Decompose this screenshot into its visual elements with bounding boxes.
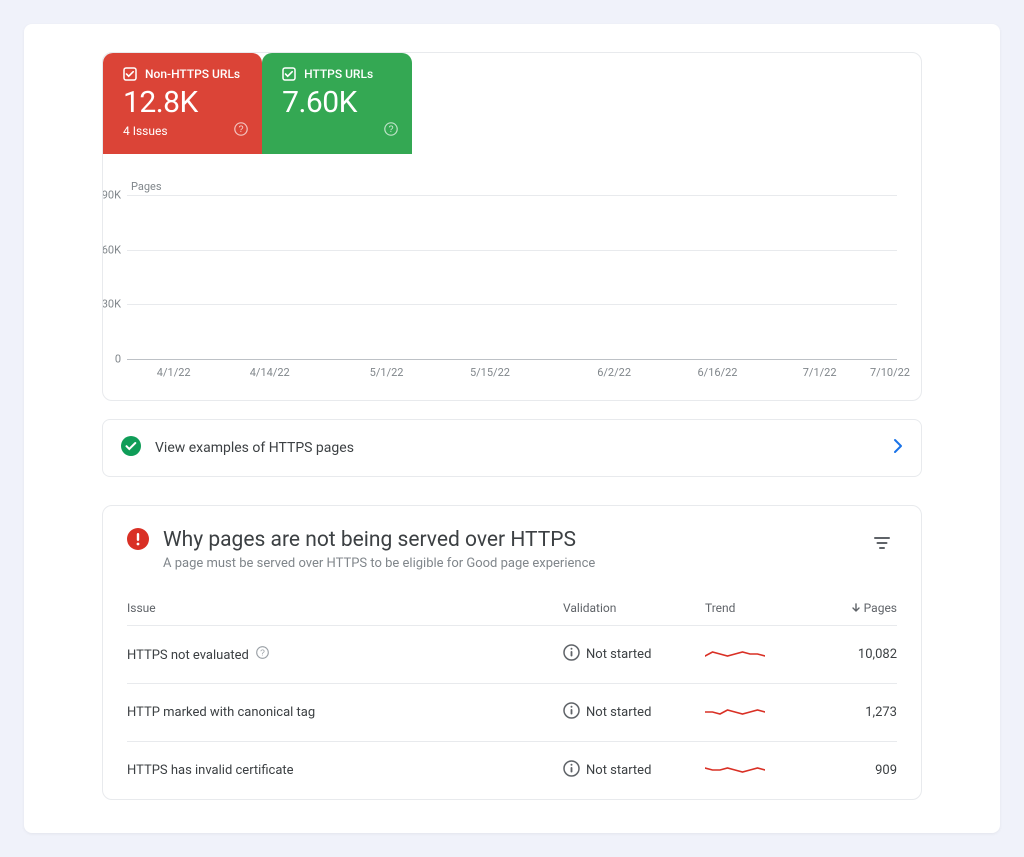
table-header: Issue Validation Trend Pages — [127, 601, 897, 626]
stacked-bar-chart: 90K60K30K0 — [127, 195, 897, 360]
issue-name: HTTPS not evaluated ? — [127, 646, 551, 663]
tab-label: HTTPS URLs — [304, 67, 373, 81]
x-tick-label: 4/1/22 — [157, 366, 191, 379]
y-tick-label: 60K — [102, 243, 127, 256]
svg-text:?: ? — [239, 124, 244, 134]
issues-title: Why pages are not being served over HTTP… — [163, 528, 853, 552]
issue-row[interactable]: HTTP marked with canonical tag Not start… — [127, 684, 897, 742]
x-tick-label: 6/2/22 — [597, 366, 631, 379]
trend-sparkline — [705, 645, 805, 665]
issue-row[interactable]: HTTPS not evaluated ? Not started 10,082 — [127, 626, 897, 684]
help-icon[interactable]: ? — [256, 648, 269, 663]
issues-table: Issue Validation Trend Pages HTTPS not e… — [127, 601, 897, 799]
x-tick-label: 4/14/22 — [250, 366, 290, 379]
info-circle-icon — [563, 702, 580, 723]
chart-x-axis: 4/1/224/14/225/1/225/15/226/2/226/16/227… — [163, 366, 897, 382]
issue-name: HTTP marked with canonical tag — [127, 705, 551, 720]
pages-count: 1,273 — [817, 705, 897, 720]
tab-subtext: 4 Issues — [123, 124, 240, 138]
tab-label: Non-HTTPS URLs — [145, 67, 240, 81]
issues-subtitle: A page must be served over HTTPS to be e… — [163, 556, 853, 571]
checkbox-icon — [123, 67, 137, 81]
checkmark-circle-icon — [121, 436, 141, 460]
x-tick-label: 5/1/22 — [370, 366, 404, 379]
trend-sparkline — [705, 761, 805, 781]
tab-value: 7.60K — [282, 85, 390, 120]
arrow-down-icon — [851, 603, 861, 613]
help-icon[interactable]: ? — [384, 121, 398, 140]
svg-text:?: ? — [260, 648, 265, 658]
col-issue: Issue — [127, 601, 551, 615]
y-tick-label: 0 — [115, 353, 127, 366]
filter-button[interactable] — [867, 528, 897, 562]
tab-value: 12.8K — [123, 85, 240, 120]
issue-row[interactable]: HTTPS has invalid certificate Not starte… — [127, 742, 897, 799]
info-circle-icon — [563, 760, 580, 781]
help-icon[interactable]: ? — [234, 121, 248, 140]
chart-y-label: Pages — [131, 180, 897, 193]
issues-card: Why pages are not being served over HTTP… — [102, 505, 922, 800]
tab-non-https[interactable]: Non-HTTPS URLs 12.8K 4 Issues ? — [103, 53, 262, 154]
tab-https[interactable]: HTTPS URLs 7.60K ? — [262, 53, 412, 154]
col-pages-label: Pages — [864, 601, 897, 615]
alert-circle-icon — [127, 528, 149, 554]
chart-container: Pages 90K60K30K0 4/1/224/14/225/1/225/15… — [103, 154, 921, 400]
issue-name: HTTPS has invalid certificate — [127, 763, 551, 778]
pages-count: 909 — [817, 763, 897, 778]
bars — [127, 195, 897, 359]
x-tick-label: 7/10/22 — [870, 366, 910, 379]
col-pages[interactable]: Pages — [817, 601, 897, 615]
validation-status: Not started — [563, 644, 693, 665]
col-validation: Validation — [563, 601, 693, 615]
validation-status: Not started — [563, 702, 693, 723]
checkbox-icon — [282, 67, 296, 81]
info-circle-icon — [563, 644, 580, 665]
y-tick-label: 90K — [102, 189, 127, 202]
https-summary-card: Non-HTTPS URLs 12.8K 4 Issues ? HTTPS UR… — [102, 52, 922, 401]
page-frame: Non-HTTPS URLs 12.8K 4 Issues ? HTTPS UR… — [24, 24, 1000, 833]
examples-label: View examples of HTTPS pages — [155, 440, 893, 456]
svg-text:?: ? — [389, 124, 394, 134]
col-trend: Trend — [705, 601, 805, 615]
trend-sparkline — [705, 703, 805, 723]
x-tick-label: 7/1/22 — [803, 366, 837, 379]
validation-status: Not started — [563, 760, 693, 781]
view-examples-link[interactable]: View examples of HTTPS pages — [102, 419, 922, 477]
chevron-right-icon — [893, 438, 903, 458]
x-tick-label: 5/15/22 — [470, 366, 510, 379]
pages-count: 10,082 — [817, 647, 897, 662]
x-tick-label: 6/16/22 — [698, 366, 738, 379]
chart-plot: 90K60K30K0 — [127, 195, 897, 360]
y-tick-label: 30K — [102, 298, 127, 311]
metric-tabs: Non-HTTPS URLs 12.8K 4 Issues ? HTTPS UR… — [103, 53, 921, 154]
